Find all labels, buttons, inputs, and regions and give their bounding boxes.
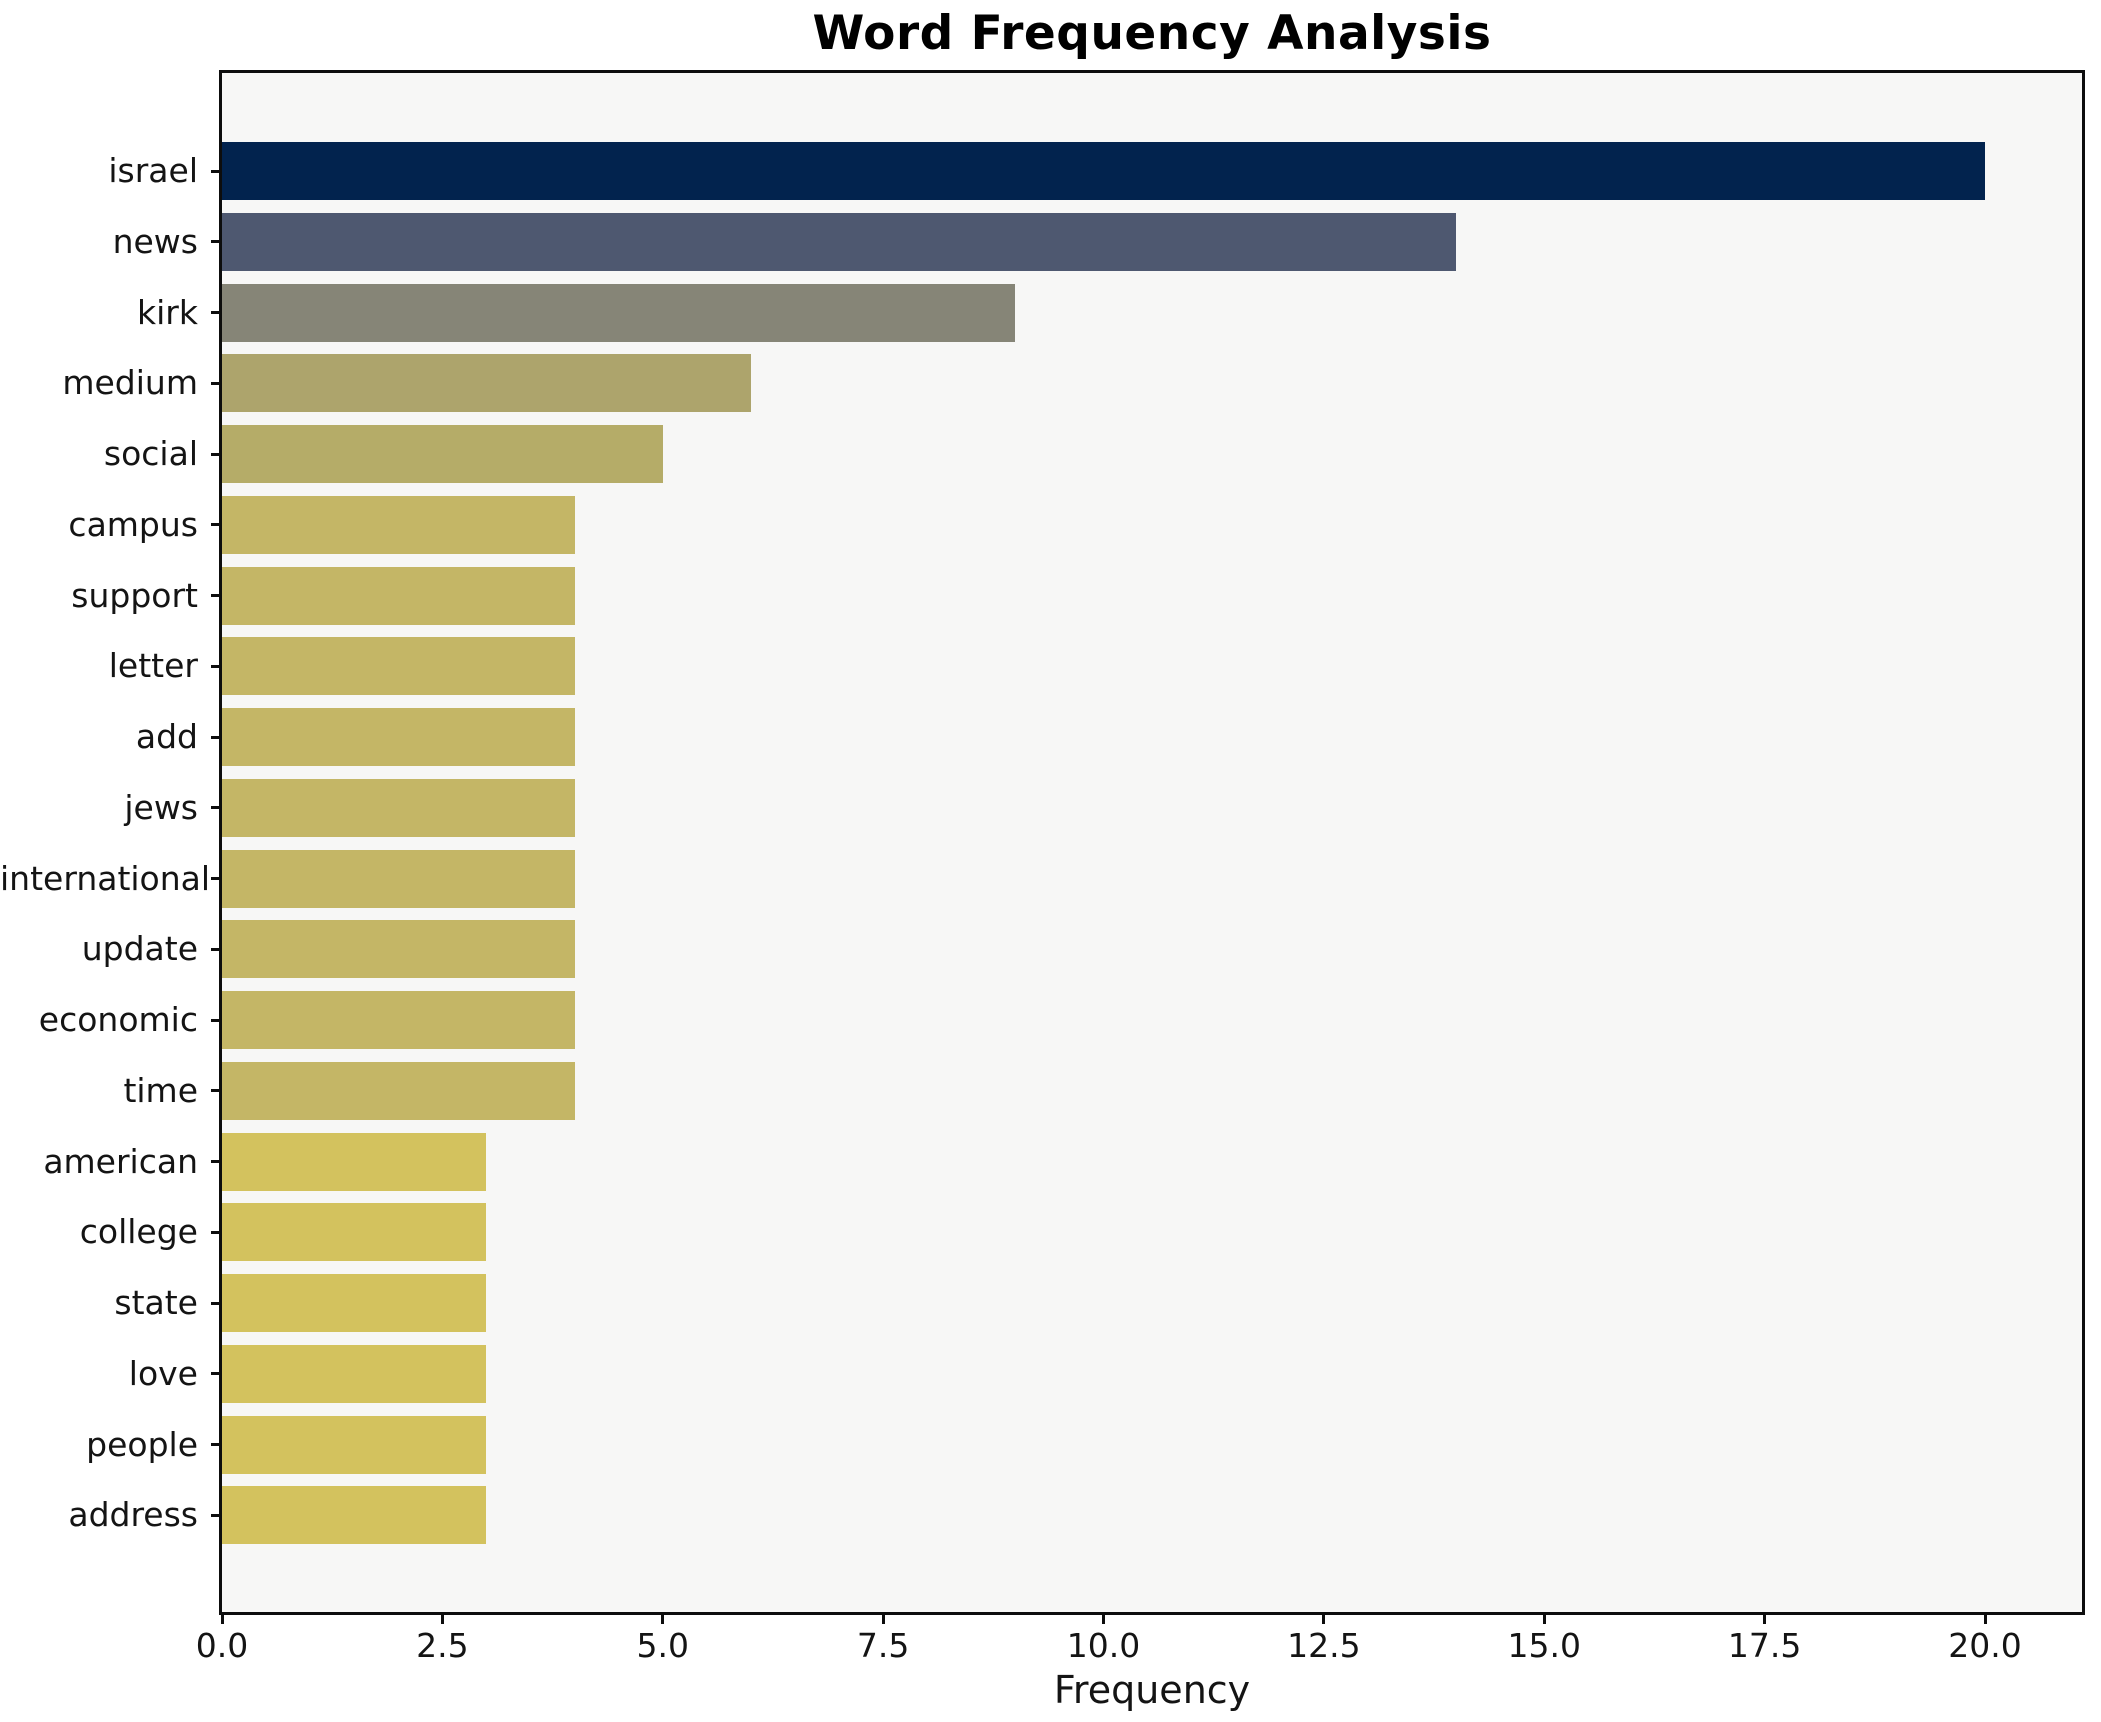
bar bbox=[222, 283, 1016, 342]
y-tick-label: address bbox=[68, 1495, 198, 1535]
y-tick-mark bbox=[211, 452, 222, 456]
x-tick-mark bbox=[220, 1613, 224, 1624]
y-tick-label: college bbox=[79, 1212, 198, 1252]
bar bbox=[222, 354, 751, 413]
y-tick-mark bbox=[211, 1160, 222, 1163]
y-tick-label: people bbox=[86, 1424, 198, 1464]
y-tick-mark bbox=[211, 877, 222, 880]
bar bbox=[222, 1061, 575, 1120]
y-tick-label: add bbox=[135, 717, 198, 756]
y-tick-label: medium bbox=[62, 363, 198, 403]
y-tick-mark bbox=[211, 664, 222, 668]
y-tick-label: israel bbox=[108, 151, 198, 190]
bar bbox=[222, 212, 1457, 271]
y-tick-label: support bbox=[71, 575, 198, 615]
bar bbox=[222, 1274, 487, 1332]
x-tick-mark bbox=[881, 1613, 885, 1624]
y-tick-label: letter bbox=[108, 646, 198, 686]
y-tick-label: state bbox=[114, 1283, 198, 1322]
bar bbox=[222, 1203, 487, 1262]
bar bbox=[222, 991, 575, 1049]
y-tick-mark bbox=[211, 1513, 222, 1517]
y-tick-label: international bbox=[0, 858, 211, 898]
bar bbox=[222, 142, 1986, 200]
y-tick-mark bbox=[211, 594, 222, 597]
x-tick-label: 15.0 bbox=[1507, 1626, 1581, 1665]
x-tick-mark bbox=[1983, 1613, 1987, 1624]
x-tick-label: 0.0 bbox=[195, 1626, 249, 1665]
bar bbox=[222, 849, 575, 908]
y-tick-label: love bbox=[128, 1353, 198, 1393]
plot-area bbox=[219, 70, 2085, 1615]
y-tick-mark bbox=[211, 1230, 222, 1234]
x-tick-label: 20.0 bbox=[1948, 1626, 2022, 1665]
chart-title: Word Frequency Analysis bbox=[812, 6, 1492, 61]
x-tick-mark bbox=[1102, 1613, 1106, 1624]
y-tick-mark bbox=[211, 1089, 222, 1093]
x-tick-label: 12.5 bbox=[1287, 1626, 1361, 1665]
y-tick-label: social bbox=[103, 434, 198, 473]
y-tick-mark bbox=[211, 1372, 222, 1376]
bar bbox=[222, 566, 575, 625]
bar bbox=[222, 1344, 487, 1403]
y-tick-mark bbox=[211, 1301, 222, 1305]
bar bbox=[222, 708, 575, 766]
x-tick-mark bbox=[661, 1613, 665, 1624]
x-tick-label: 17.5 bbox=[1727, 1626, 1802, 1665]
bar bbox=[222, 495, 575, 554]
y-tick-label: american bbox=[43, 1141, 198, 1181]
y-tick-label: update bbox=[81, 929, 198, 969]
x-axis-label: Frequency bbox=[1053, 1668, 1251, 1712]
y-tick-mark bbox=[211, 169, 222, 173]
x-tick-mark bbox=[1322, 1613, 1326, 1624]
bar bbox=[222, 778, 575, 837]
x-tick-mark bbox=[1542, 1613, 1546, 1624]
y-tick-mark bbox=[211, 1443, 222, 1446]
bar bbox=[222, 425, 663, 483]
y-tick-label: kirk bbox=[137, 292, 198, 332]
y-tick-label: campus bbox=[68, 504, 198, 544]
y-tick-label: economic bbox=[38, 1000, 198, 1039]
y-tick-mark bbox=[211, 735, 222, 739]
x-tick-label: 5.0 bbox=[636, 1626, 689, 1665]
y-tick-mark bbox=[211, 806, 222, 810]
bar bbox=[222, 1415, 487, 1474]
bar bbox=[222, 1486, 487, 1545]
bar bbox=[222, 920, 575, 979]
bar bbox=[222, 1132, 487, 1191]
x-tick-mark bbox=[440, 1613, 444, 1624]
y-tick-label: jews bbox=[124, 787, 198, 827]
y-tick-mark bbox=[211, 311, 222, 314]
y-tick-mark bbox=[211, 381, 222, 385]
x-tick-label: 7.5 bbox=[856, 1626, 910, 1665]
y-tick-mark bbox=[211, 1018, 222, 1022]
y-tick-label: time bbox=[123, 1070, 198, 1110]
x-tick-label: 2.5 bbox=[416, 1626, 469, 1665]
x-tick-mark bbox=[1763, 1613, 1767, 1624]
y-tick-mark bbox=[211, 947, 222, 951]
y-tick-mark bbox=[211, 523, 222, 527]
x-tick-label: 10.0 bbox=[1066, 1626, 1141, 1665]
y-tick-mark bbox=[211, 240, 222, 244]
bar bbox=[222, 637, 575, 696]
y-tick-label: news bbox=[112, 221, 198, 261]
